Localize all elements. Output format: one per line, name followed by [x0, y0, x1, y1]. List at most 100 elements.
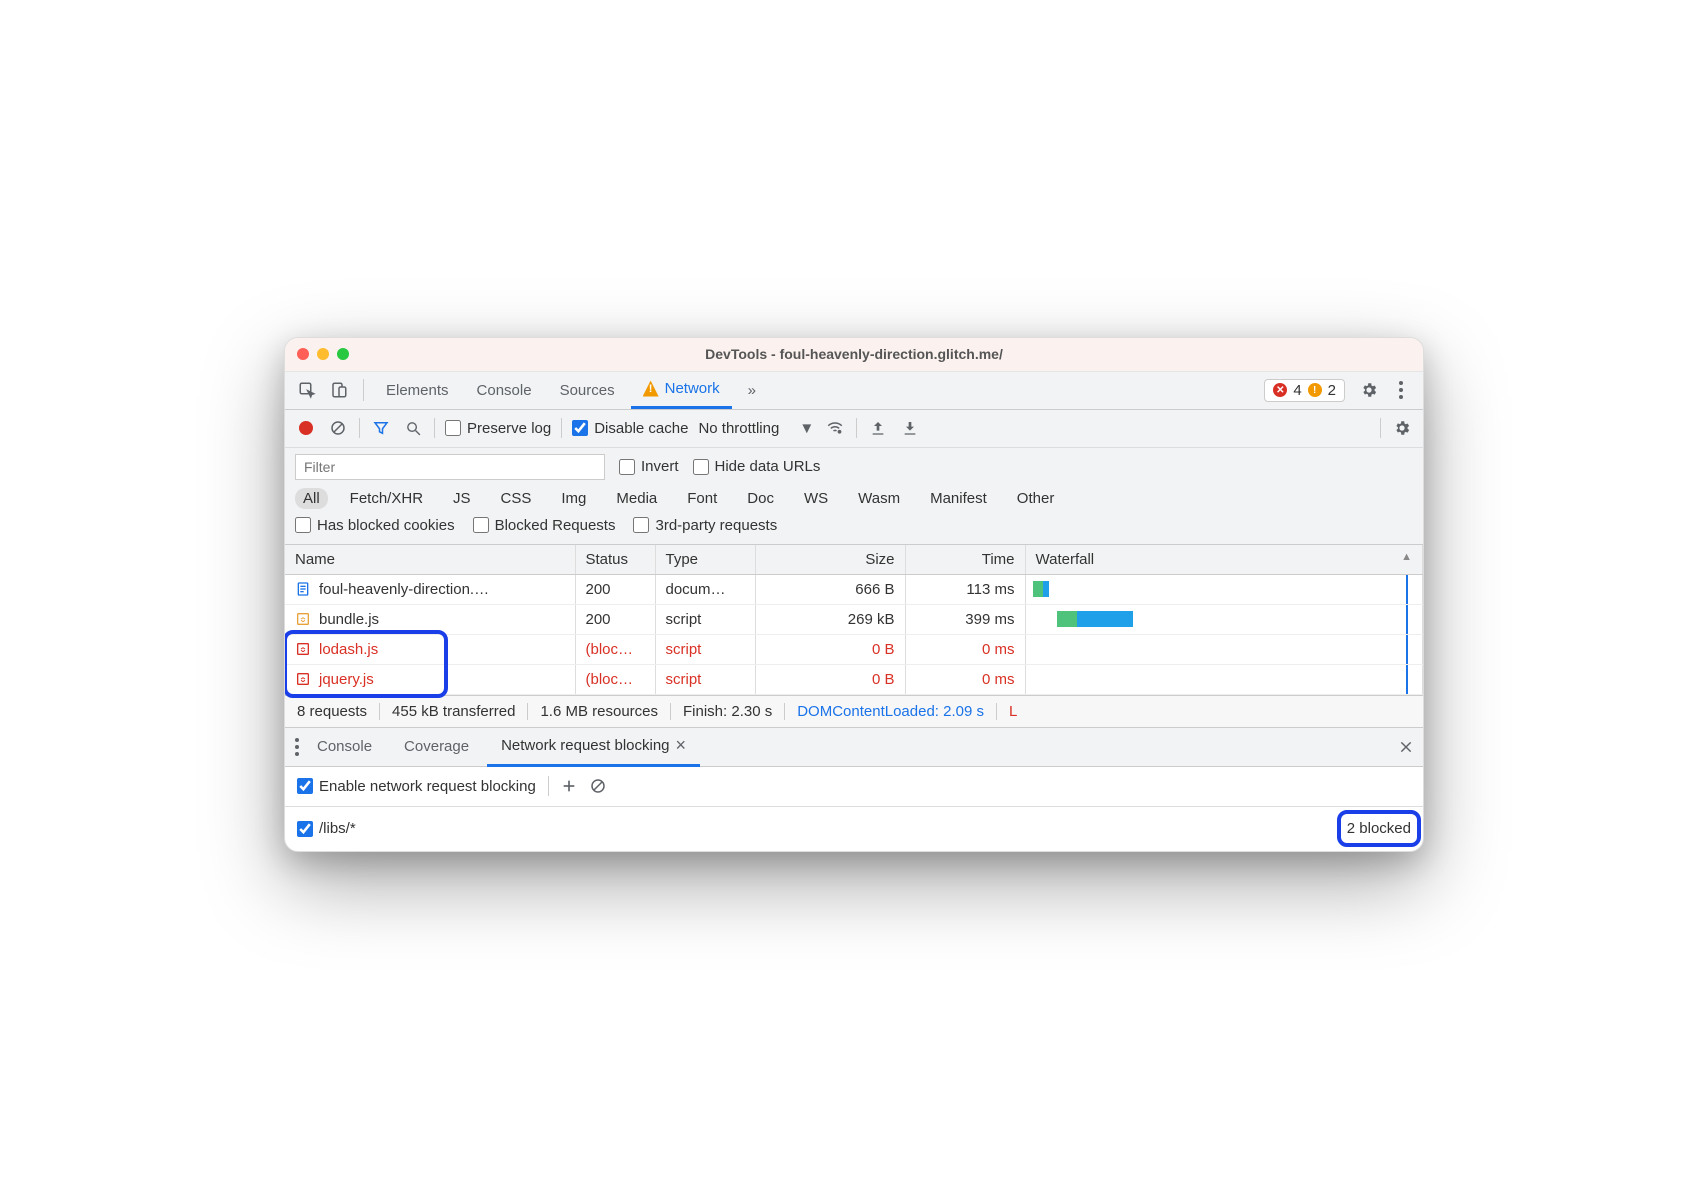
- preserve-log-input[interactable]: [445, 420, 461, 436]
- tabs-overflow-button[interactable]: »: [736, 371, 768, 409]
- cell-type: script: [655, 664, 755, 694]
- cell-time: 399 ms: [905, 604, 1025, 634]
- upload-har-icon[interactable]: [867, 417, 889, 439]
- column-type[interactable]: Type: [655, 545, 755, 575]
- drawer-tab-label: Coverage: [404, 738, 469, 755]
- inspect-icon[interactable]: [293, 376, 321, 404]
- error-count: 4: [1293, 382, 1301, 399]
- blocked-requests-label: Blocked Requests: [495, 517, 616, 534]
- type-filter-media[interactable]: Media: [608, 488, 665, 509]
- disable-cache-input[interactable]: [572, 420, 588, 436]
- filter-toggle-icon[interactable]: [370, 417, 392, 439]
- type-filter-ws[interactable]: WS: [796, 488, 836, 509]
- has-blocked-cookies-checkbox[interactable]: Has blocked cookies: [295, 517, 455, 534]
- device-toggle-icon[interactable]: [325, 376, 353, 404]
- drawer-close-icon[interactable]: [1399, 740, 1413, 754]
- pattern-checkbox[interactable]: /libs/*: [297, 820, 356, 837]
- summary-resources: 1.6 MB resources: [528, 703, 671, 720]
- blocked-count: 2 blocked: [1347, 820, 1411, 837]
- column-size[interactable]: Size: [755, 545, 905, 575]
- blocking-toolbar: Enable network request blocking: [285, 767, 1423, 807]
- drawer-kebab-icon[interactable]: [295, 738, 299, 756]
- tab-console[interactable]: Console: [465, 371, 544, 409]
- filter-input[interactable]: [295, 454, 605, 480]
- column-time[interactable]: Time: [905, 545, 1025, 575]
- kebab-menu-icon[interactable]: [1387, 376, 1415, 404]
- tab-sources[interactable]: Sources: [548, 371, 627, 409]
- network-summary: 8 requests 455 kB transferred 1.6 MB res…: [285, 695, 1423, 727]
- table-row[interactable]: lodash.js(bloc…script0 B0 ms: [285, 634, 1423, 664]
- column-name[interactable]: Name: [285, 545, 575, 575]
- cell-type: docum…: [655, 574, 755, 604]
- tab-elements[interactable]: Elements: [374, 371, 461, 409]
- network-toolbar: Preserve log Disable cache No throttling…: [285, 410, 1423, 448]
- hide-data-urls-checkbox[interactable]: Hide data URLs: [693, 458, 821, 475]
- blocked-requests-input[interactable]: [473, 517, 489, 533]
- tab-label: Elements: [386, 382, 449, 399]
- separator: [359, 418, 360, 438]
- drawer-tab-network-request-blocking[interactable]: Network request blocking×: [487, 727, 700, 767]
- table-row[interactable]: foul-heavenly-direction.…200docum…666 B1…: [285, 574, 1423, 604]
- third-party-label: 3rd-party requests: [655, 517, 777, 534]
- cell-time: 0 ms: [905, 634, 1025, 664]
- type-filter-all[interactable]: All: [295, 488, 328, 509]
- settings-icon[interactable]: [1355, 376, 1383, 404]
- network-conditions-icon[interactable]: [824, 417, 846, 439]
- disable-cache-checkbox[interactable]: Disable cache: [572, 420, 688, 437]
- type-filter-css[interactable]: CSS: [493, 488, 540, 509]
- issues-badge[interactable]: ✕ 4 ! 2: [1264, 379, 1345, 402]
- invert-input[interactable]: [619, 459, 635, 475]
- type-filter-img[interactable]: Img: [553, 488, 594, 509]
- type-filter-font[interactable]: Font: [679, 488, 725, 509]
- cell-status: 200: [575, 574, 655, 604]
- cell-time: 0 ms: [905, 664, 1025, 694]
- blocked-requests-checkbox[interactable]: Blocked Requests: [473, 517, 616, 534]
- enable-blocking-input[interactable]: [297, 778, 313, 794]
- table-row[interactable]: jquery.js(bloc…script0 B0 ms: [285, 664, 1423, 694]
- cell-waterfall: [1025, 634, 1423, 664]
- warning-triangle-icon: !: [643, 381, 659, 397]
- has-blocked-cookies-input[interactable]: [295, 517, 311, 533]
- download-har-icon[interactable]: [899, 417, 921, 439]
- blocking-pattern-row[interactable]: /libs/* 2 blocked: [285, 807, 1423, 851]
- close-tab-icon[interactable]: ×: [676, 735, 687, 756]
- third-party-input[interactable]: [633, 517, 649, 533]
- type-filter-js[interactable]: JS: [445, 488, 479, 509]
- drawer-tab-console[interactable]: Console: [303, 727, 386, 767]
- type-filter-doc[interactable]: Doc: [739, 488, 782, 509]
- panel-settings-icon[interactable]: [1391, 417, 1413, 439]
- drawer-tab-coverage[interactable]: Coverage: [390, 727, 483, 767]
- hide-data-urls-input[interactable]: [693, 459, 709, 475]
- preserve-log-label: Preserve log: [467, 420, 551, 437]
- tab-network[interactable]: !Network: [631, 371, 732, 409]
- enable-blocking-checkbox[interactable]: Enable network request blocking: [297, 778, 536, 795]
- type-filter-fetchxhr[interactable]: Fetch/XHR: [342, 488, 431, 509]
- has-blocked-cookies-label: Has blocked cookies: [317, 517, 455, 534]
- clear-icon[interactable]: [327, 417, 349, 439]
- record-icon[interactable]: [295, 417, 317, 439]
- main-tabbar: Elements Console Sources!Network » ✕ 4 ! 2: [285, 372, 1423, 410]
- type-filter-wasm[interactable]: Wasm: [850, 488, 908, 509]
- search-icon[interactable]: [402, 417, 424, 439]
- type-filter-other[interactable]: Other: [1009, 488, 1063, 509]
- type-filter-manifest[interactable]: Manifest: [922, 488, 995, 509]
- cell-size: 0 B: [755, 634, 905, 664]
- third-party-checkbox[interactable]: 3rd-party requests: [633, 517, 777, 534]
- remove-all-patterns-icon[interactable]: [589, 777, 607, 795]
- disable-cache-label: Disable cache: [594, 420, 688, 437]
- invert-checkbox[interactable]: Invert: [619, 458, 679, 475]
- column-waterfall[interactable]: Waterfall: [1025, 545, 1423, 575]
- preserve-log-checkbox[interactable]: Preserve log: [445, 420, 551, 437]
- cell-status: (bloc…: [575, 634, 655, 664]
- table-row[interactable]: bundle.js200script269 kB399 ms: [285, 604, 1423, 634]
- cell-waterfall: [1025, 604, 1423, 634]
- throttling-select[interactable]: No throttling ▼: [698, 420, 814, 437]
- column-status[interactable]: Status: [575, 545, 655, 575]
- cell-waterfall: [1025, 664, 1423, 694]
- file-type-icon: [295, 581, 311, 597]
- type-filter-row: All Fetch/XHR JS CSS Img Media Font Doc WS Wasm Ma…: [295, 488, 1413, 509]
- add-pattern-icon[interactable]: [561, 778, 577, 794]
- invert-label: Invert: [641, 458, 679, 475]
- pattern-input[interactable]: [297, 821, 313, 837]
- tab-label: Console: [477, 382, 532, 399]
